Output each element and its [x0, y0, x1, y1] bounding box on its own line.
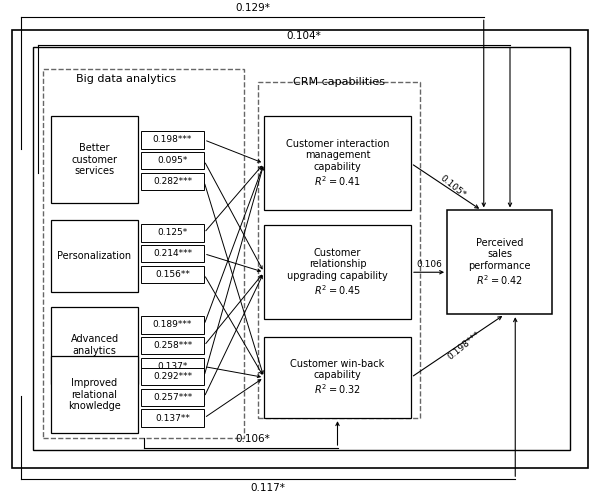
- Bar: [141, 224, 204, 242]
- Text: 0.189***: 0.189***: [153, 320, 192, 330]
- Bar: [141, 368, 204, 385]
- Bar: [33, 47, 570, 450]
- Text: 0.129*: 0.129*: [235, 3, 270, 13]
- Bar: [264, 337, 411, 418]
- Text: 0.104*: 0.104*: [287, 31, 321, 41]
- Text: 0.105*: 0.105*: [437, 174, 467, 200]
- Text: Advanced
analytics: Advanced analytics: [70, 335, 119, 356]
- Text: 0.137*: 0.137*: [157, 362, 188, 371]
- Bar: [141, 337, 204, 354]
- Bar: [12, 30, 588, 468]
- Text: Customer
relationship
upgrading capability
$R^2 = 0.45$: Customer relationship upgrading capabili…: [287, 248, 388, 297]
- Bar: [141, 152, 204, 169]
- Text: 0.137**: 0.137**: [155, 413, 190, 423]
- Text: CRM capabilities: CRM capabilities: [293, 77, 385, 87]
- Text: 0.198***: 0.198***: [446, 330, 482, 362]
- Bar: [141, 266, 204, 283]
- Bar: [51, 307, 138, 384]
- Text: Customer interaction
management
capability
$R^2 = 0.41$: Customer interaction management capabili…: [286, 139, 389, 188]
- Bar: [447, 210, 552, 314]
- Text: 0.117*: 0.117*: [251, 483, 286, 493]
- Text: 0.156**: 0.156**: [155, 270, 190, 279]
- Text: 0.282***: 0.282***: [153, 177, 192, 186]
- Bar: [141, 389, 204, 406]
- Text: Perceived
sales
performance
$R^2 = 0.42$: Perceived sales performance $R^2 = 0.42$: [468, 238, 531, 287]
- Text: 0.125*: 0.125*: [157, 228, 188, 238]
- Text: Better
customer
services: Better customer services: [71, 143, 118, 176]
- Bar: [141, 409, 204, 427]
- Bar: [264, 116, 411, 210]
- Text: 0.258***: 0.258***: [153, 341, 192, 350]
- Text: Improved
relational
knowledge: Improved relational knowledge: [68, 378, 121, 411]
- Bar: [264, 225, 411, 319]
- Bar: [51, 356, 138, 433]
- Text: Customer win-back
capability
$R^2 = 0.32$: Customer win-back capability $R^2 = 0.32…: [290, 358, 385, 396]
- Text: 0.257***: 0.257***: [153, 393, 192, 402]
- Text: 0.095*: 0.095*: [157, 156, 188, 165]
- Bar: [141, 358, 204, 375]
- Bar: [43, 69, 244, 438]
- Bar: [51, 220, 138, 292]
- Text: 0.214***: 0.214***: [153, 249, 192, 258]
- Bar: [258, 82, 420, 418]
- Text: 0.106: 0.106: [416, 260, 442, 269]
- Bar: [141, 316, 204, 334]
- Text: 0.106*: 0.106*: [235, 434, 270, 444]
- Bar: [141, 173, 204, 190]
- Text: 0.198***: 0.198***: [153, 135, 192, 145]
- Bar: [141, 245, 204, 262]
- Text: Personalization: Personalization: [58, 251, 131, 261]
- Bar: [51, 116, 138, 203]
- Bar: [141, 131, 204, 148]
- Text: Big data analytics: Big data analytics: [76, 74, 176, 84]
- Text: 0.292***: 0.292***: [153, 372, 192, 381]
